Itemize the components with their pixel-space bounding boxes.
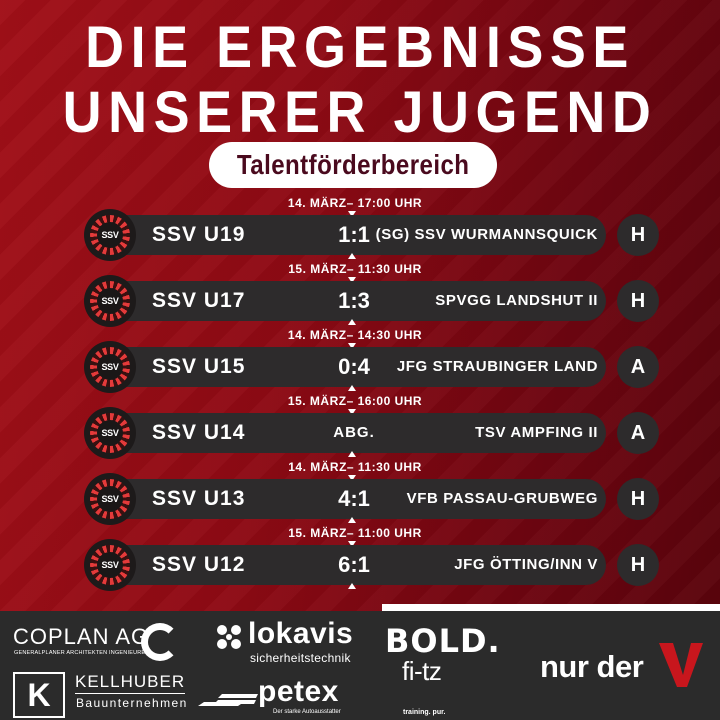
- match-row: SSV U19 1:1 (SG) SSV WURMANNSQUICK: [100, 215, 606, 255]
- team-name: SSV U12: [152, 553, 246, 576]
- triangle-up-icon: [348, 385, 356, 391]
- sponsor-kellhuber-name: KELLHUBER: [75, 672, 186, 694]
- sponsor-nurder-name: nur der: [540, 649, 644, 684]
- match-score: 6:1: [338, 552, 370, 577]
- ssv-club-crest-icon: SSV: [84, 341, 136, 393]
- match-row: SSV U17 1:3 SPVGG LANDSHUT II: [100, 281, 606, 321]
- crest-text: SSV: [97, 222, 123, 248]
- crest-ring: SSV: [90, 215, 130, 255]
- team-name: SSV U14: [152, 421, 246, 444]
- match-date: 14. MÄRZ– 17:00 UHR: [287, 196, 423, 210]
- crest-text: SSV: [97, 486, 123, 512]
- venue-badge: H: [617, 214, 659, 256]
- sponsor-fitz-name: fi-tz: [402, 656, 442, 686]
- match-score: 1:1: [338, 222, 370, 247]
- sponsor-lokavis-subtitle: sicherheitstechnik: [250, 651, 351, 665]
- sponsor-bold-name: BOLD.: [385, 622, 501, 660]
- match-date: 15. MÄRZ– 11:00 UHR: [288, 526, 422, 540]
- ssv-club-crest-icon: SSV: [84, 539, 136, 591]
- match-row: SSV U14 ABG. TSV AMPFING II: [100, 413, 606, 453]
- crest-text: SSV: [97, 288, 123, 314]
- venue-badge: H: [617, 544, 659, 586]
- lokavis-dots-icon: [215, 623, 243, 656]
- ssv-club-crest-icon: SSV: [84, 473, 136, 525]
- opponent-name: VFB PASSAU-GRUBWEG: [406, 490, 598, 507]
- hero-section: DIE ERGEBNISSE UNSERER JUGEND Talentförd…: [0, 0, 720, 611]
- match-score: 1:3: [338, 288, 370, 313]
- triangle-down-icon: [348, 475, 356, 481]
- ssv-club-crest-icon: SSV: [84, 209, 136, 261]
- triangle-up-icon: [348, 319, 356, 325]
- kellhuber-k-icon: K: [13, 672, 65, 718]
- triangle-down-icon: [348, 343, 356, 349]
- match-row: SSV U15 0:4 JFG STRAUBINGER LAND: [100, 347, 606, 387]
- triangle-down-icon: [348, 211, 356, 217]
- match-date: 14. MÄRZ– 11:30 UHR: [288, 460, 422, 474]
- crest-ring: SSV: [90, 413, 130, 453]
- opponent-name: SPVGG LANDSHUT II: [435, 292, 598, 309]
- category-pill: Talentförderbereich: [209, 142, 497, 188]
- crest-ring: SSV: [90, 545, 130, 585]
- match-date: 14. MÄRZ– 14:30 UHR: [287, 328, 423, 342]
- team-name: SSV U19: [152, 223, 246, 246]
- crest-text: SSV: [97, 420, 123, 446]
- title-line-1: DIE ERGEBNISSE: [85, 15, 635, 80]
- triangle-up-icon: [348, 253, 356, 259]
- triangle-down-icon: [348, 409, 356, 415]
- coplan-c-icon: [141, 623, 179, 661]
- v-brand-icon: [657, 641, 705, 689]
- match-row: SSV U13 4:1 VFB PASSAU-GRUBWEG: [100, 479, 606, 519]
- venue-badge: H: [617, 280, 659, 322]
- match-score: ABG.: [333, 424, 375, 441]
- sponsor-kellhuber-subtitle: Bauunternehmen: [76, 696, 188, 710]
- triangle-up-icon: [348, 451, 356, 457]
- sponsor-coplan-name: COPLAN AG: [13, 624, 150, 649]
- crest-ring: SSV: [90, 479, 130, 519]
- crest-ring: SSV: [90, 347, 130, 387]
- ssv-club-crest-icon: SSV: [84, 407, 136, 459]
- crest-ring: SSV: [90, 281, 130, 321]
- sponsor-petex-subtitle: Der starke Autoausstatter: [273, 709, 341, 715]
- ssv-club-crest-icon: SSV: [84, 275, 136, 327]
- category-label: Talentförderbereich: [236, 149, 470, 180]
- venue-badge: A: [617, 412, 659, 454]
- triangle-up-icon: [348, 517, 356, 523]
- white-stripe-divider: [382, 604, 720, 611]
- opponent-name: TSV AMPFING II: [475, 424, 598, 441]
- crest-text: SSV: [97, 354, 123, 380]
- match-score: 0:4: [338, 354, 370, 379]
- match-date: 15. MÄRZ– 11:30 UHR: [288, 262, 422, 276]
- triangle-up-icon: [348, 583, 356, 589]
- team-name: SSV U17: [152, 289, 246, 312]
- crest-text: SSV: [97, 552, 123, 578]
- sponsor-lokavis-name: lokavis: [248, 617, 354, 650]
- triangle-down-icon: [348, 541, 356, 547]
- opponent-name: JFG STRAUBINGER LAND: [396, 358, 598, 375]
- venue-badge: H: [617, 478, 659, 520]
- opponent-name: JFG ÖTTING/INN V: [454, 556, 598, 573]
- sponsor-footer: COPLAN AG GENERALPLANER ARCHITEKTEN INGE…: [0, 611, 720, 720]
- match-row: SSV U12 6:1 JFG ÖTTING/INN V: [100, 545, 606, 585]
- venue-badge: A: [617, 346, 659, 388]
- triangle-down-icon: [348, 277, 356, 283]
- sponsor-petex-name: petex: [258, 675, 339, 708]
- title-line-2: UNSERER JUGEND: [62, 80, 658, 145]
- team-name: SSV U15: [152, 355, 246, 378]
- sponsor-coplan-subtitle: GENERALPLANER ARCHITEKTEN INGENIEURE: [14, 650, 146, 656]
- team-name: SSV U13: [152, 487, 246, 510]
- sponsor-fitz-subtitle: training. pur.: [403, 709, 446, 716]
- opponent-name: (SG) SSV WURMANNSQUICK: [375, 226, 598, 243]
- petex-speed-lines-icon: [198, 688, 258, 708]
- match-date: 15. MÄRZ– 16:00 UHR: [287, 394, 423, 408]
- match-score: 4:1: [338, 486, 370, 511]
